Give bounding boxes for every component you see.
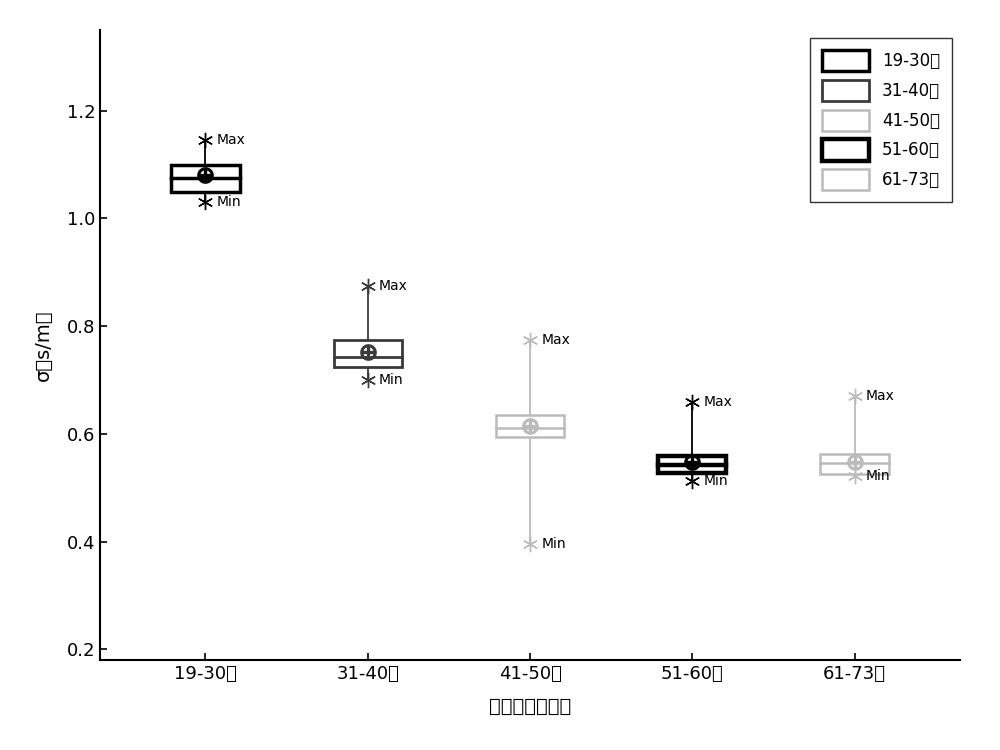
Text: Min: Min [866,469,891,483]
Text: Min: Min [379,373,404,387]
Bar [658,457,726,472]
Bar [820,454,889,474]
Text: Max: Max [541,332,570,346]
Legend: 19-30岁, 31-40岁, 41-50岁, 51-60岁, 61-73岁: 19-30岁, 31-40岁, 41-50岁, 51-60岁, 61-73岁 [810,38,952,202]
Text: Max: Max [704,394,732,409]
Text: Max: Max [217,134,246,148]
Bar [171,164,240,191]
Bar [496,415,564,436]
Text: Min: Min [704,474,728,488]
Text: Max: Max [379,279,408,292]
Bar [334,340,402,367]
Text: Min: Min [217,195,241,209]
Y-axis label: σ（s/m）: σ（s/m） [34,309,53,381]
Text: Min: Min [541,537,566,551]
Text: Max: Max [866,389,895,404]
X-axis label: 腺体不同年龄段: 腺体不同年龄段 [489,697,571,715]
